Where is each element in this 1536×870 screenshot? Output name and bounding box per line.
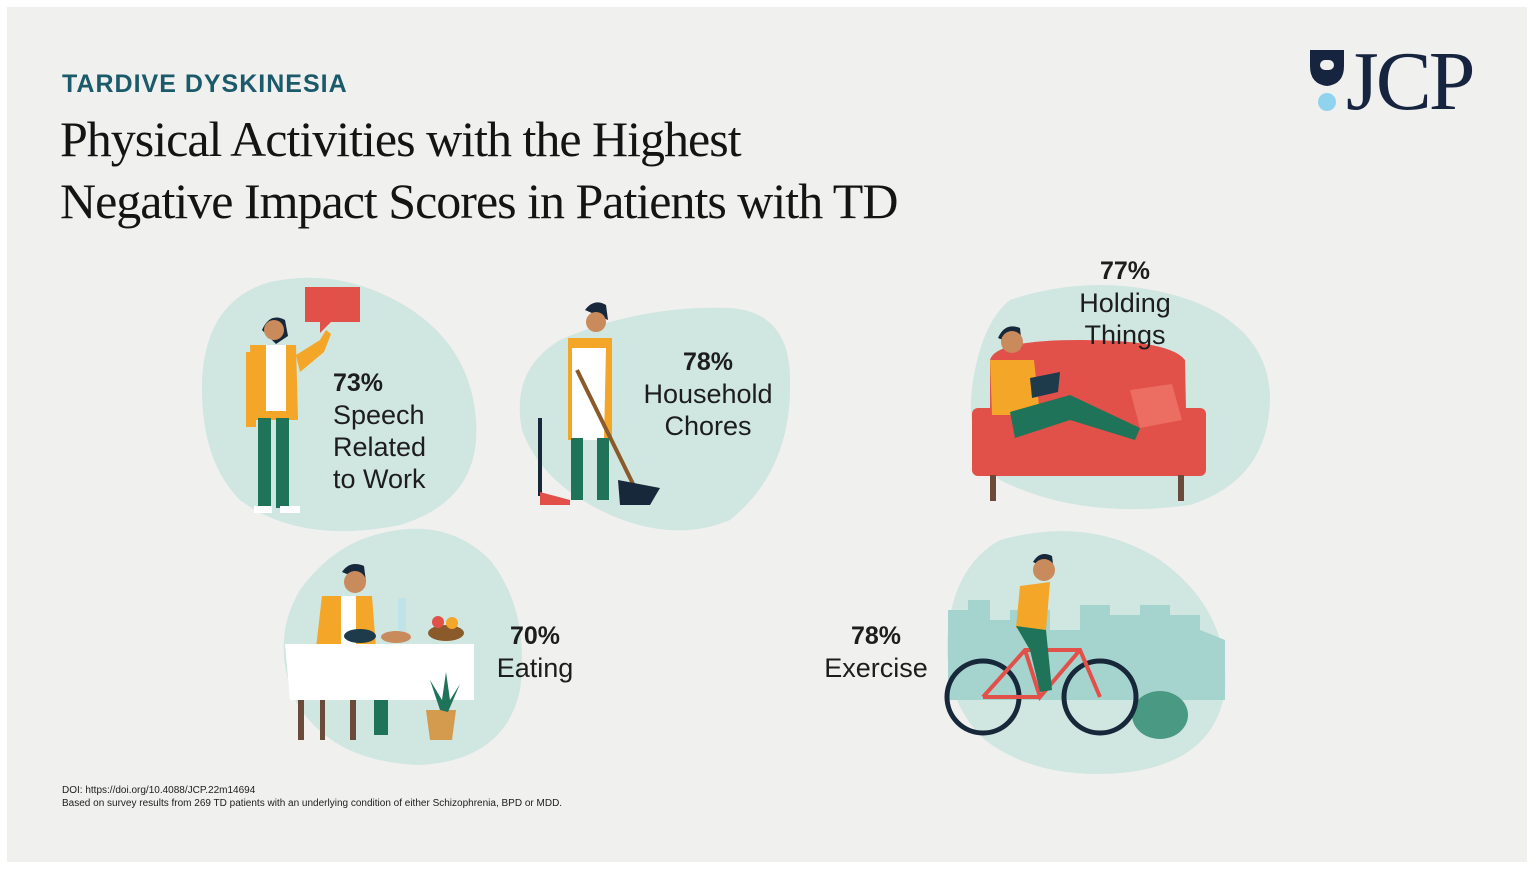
stat-label: Eating: [496, 653, 574, 683]
stat-household: 78% Household Chores: [630, 346, 786, 442]
stat-percent: 78%: [850, 622, 902, 650]
topic-kicker: TARDIVE DYSKINESIA: [62, 70, 348, 98]
title-line-2: Negative Impact Scores in Patients with …: [60, 173, 898, 229]
logo-dot-icon: [1318, 93, 1336, 111]
stat-speech: 73% Speech Related to Work: [333, 367, 426, 495]
doi-link[interactable]: DOI: https://doi.org/10.4088/JCP.22m1469…: [62, 785, 256, 796]
footnote: DOI: https://doi.org/10.4088/JCP.22m1469…: [62, 784, 562, 810]
stat-exercise: 78% Exercise: [818, 620, 934, 684]
stat-label: Holding Things: [1079, 288, 1171, 350]
person-eating-icon: [283, 528, 522, 765]
person-sweeping-icon: [519, 302, 791, 531]
logo-text: JCP: [1346, 35, 1475, 128]
stat-percent: 78%: [682, 348, 734, 376]
person-reading-on-sofa-icon: [970, 285, 1270, 510]
person-cycling-icon: [944, 531, 1226, 774]
stat-holding: 77% Holding Things: [1060, 255, 1190, 351]
jcp-logo-mark: [1310, 50, 1344, 111]
stat-label: Household Chores: [643, 379, 773, 441]
stat-percent: 73%: [333, 369, 384, 397]
survey-note: Based on survey results from 269 TD pati…: [62, 798, 563, 809]
title-line-1: Physical Activities with the Highest: [60, 111, 742, 167]
page-title: Physical Activities with the Highest Neg…: [60, 108, 960, 232]
person-speaking-icon: [201, 277, 477, 532]
stat-eating: 70% Eating: [488, 620, 582, 684]
stat-percent: 77%: [1099, 257, 1151, 285]
stat-label: Exercise: [824, 653, 928, 683]
stat-label: Speech Related to Work: [333, 400, 427, 494]
stat-percent: 70%: [509, 622, 561, 650]
